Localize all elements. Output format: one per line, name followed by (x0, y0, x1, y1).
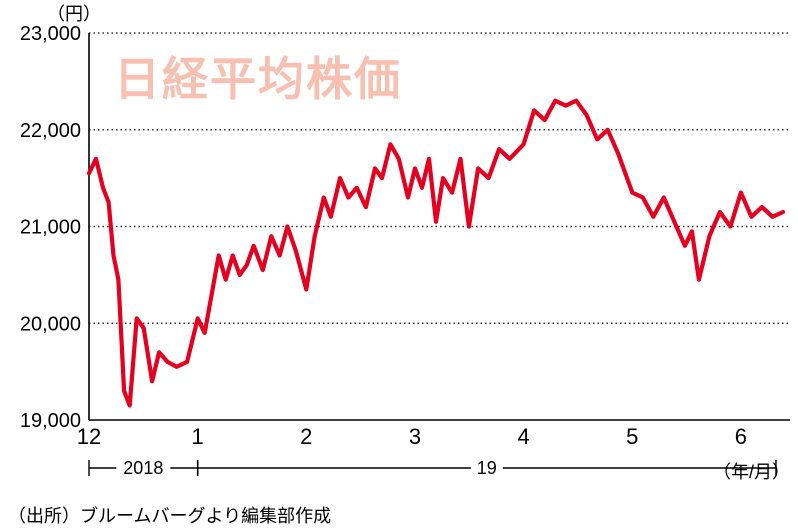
chart-svg: 日経平均株価 19,000 20,000 21,000 22,000 23,000（円） 1… (0, 0, 798, 532)
y-tick-label: 20,000 (20, 313, 81, 335)
x-unit-label: （年/月） (713, 462, 790, 482)
y-tick-label: 19,000 (20, 410, 81, 432)
y-tick-label: 22,000 (20, 120, 81, 142)
x-tick-label: 12 (77, 424, 101, 449)
x-tick-label: 2 (300, 424, 312, 449)
chart-title: 日経平均株価 (114, 53, 402, 105)
year-label: 19 (477, 458, 497, 478)
y-tick-label: 21,000 (20, 217, 81, 239)
nikkei-line (89, 101, 783, 406)
x-tick-label: 3 (409, 424, 421, 449)
x-tick-label: 6 (735, 424, 747, 449)
x-tick-label: 5 (626, 424, 638, 449)
y-unit-label: （円） (47, 4, 101, 24)
x-tick-label: 4 (517, 424, 529, 449)
year-label: 2018 (123, 458, 163, 478)
y-tick-label: 23,000 (20, 23, 81, 45)
x-tick-label: 1 (192, 424, 204, 449)
nikkei-chart: 日経平均株価 19,000 20,000 21,000 22,000 23,000（円） 1… (0, 0, 798, 532)
source-caption: （出所）ブルームバーグより編集部作成 (8, 505, 331, 526)
